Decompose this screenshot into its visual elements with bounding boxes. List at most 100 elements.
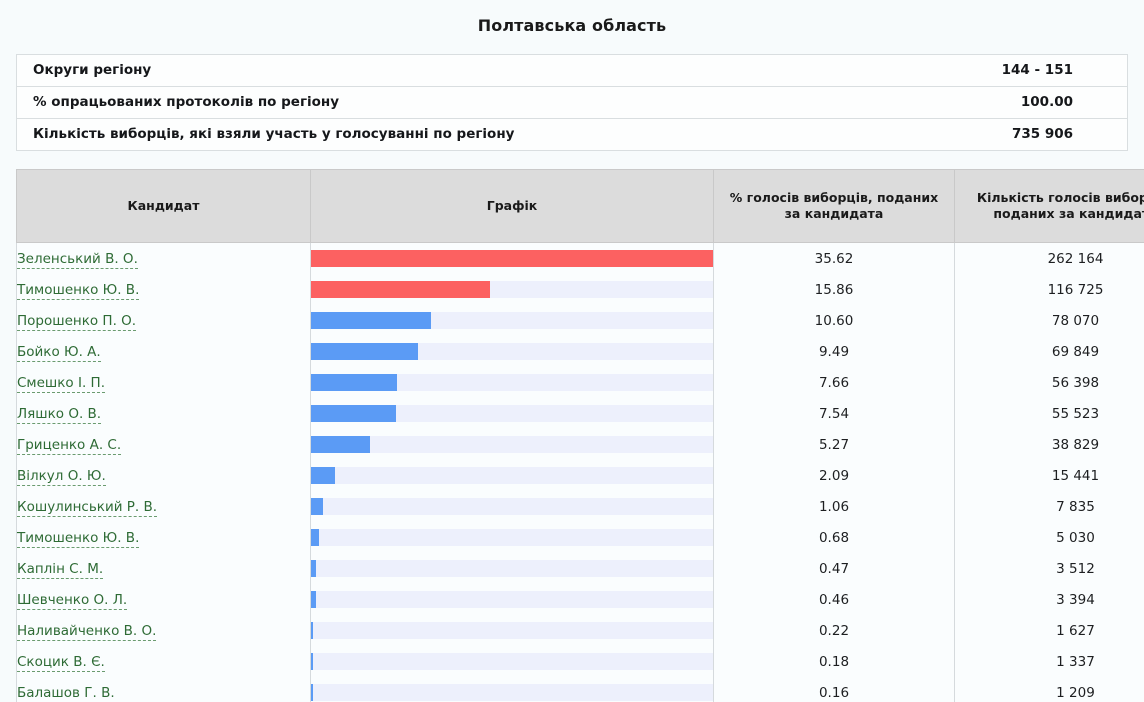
bar-track — [311, 529, 713, 546]
percent-cell: 1.06 — [713, 491, 955, 522]
candidate-cell: Зеленський В. О. — [16, 242, 311, 274]
bar-track — [311, 374, 713, 391]
bar-track — [311, 312, 713, 329]
bar-fill — [311, 467, 335, 484]
summary-row-label: Кількість виборців, які взяли участь у г… — [16, 118, 797, 151]
bar-fill — [311, 281, 490, 298]
percent-cell: 7.54 — [713, 398, 955, 429]
candidate-link[interactable]: Каплін С. М. — [17, 561, 104, 579]
chart-cell — [310, 646, 714, 677]
bar-fill — [311, 436, 371, 453]
summary-row: Кількість виборців, які взяли участь у г… — [16, 118, 1128, 151]
percent-cell: 0.46 — [713, 584, 955, 615]
chart-cell — [310, 274, 714, 305]
candidate-cell: Скоцик В. Є. — [16, 646, 311, 677]
votes-cell: 15 441 — [954, 460, 1144, 491]
candidate-cell: Балашов Г. В. — [16, 677, 311, 702]
percent-cell: 0.18 — [713, 646, 955, 677]
chart-cell — [310, 491, 714, 522]
bar-track — [311, 653, 713, 670]
percent-cell: 9.49 — [713, 336, 955, 367]
bar-fill — [311, 343, 419, 360]
bar-track — [311, 684, 713, 701]
summary-row-value: 100.00 — [797, 86, 1128, 119]
bar-track — [311, 405, 713, 422]
votes-cell: 5 030 — [954, 522, 1144, 553]
votes-cell: 78 070 — [954, 305, 1144, 336]
summary-section: Округи регіону 144 - 151% опрацьованих пр… — [16, 54, 1128, 151]
votes-cell: 56 398 — [954, 367, 1144, 398]
votes-cell: 1 627 — [954, 615, 1144, 646]
chart-cell — [310, 584, 714, 615]
candidate-link[interactable]: Скоцик В. Є. — [17, 654, 105, 672]
chart-cell — [310, 367, 714, 398]
candidate-link[interactable]: Тимошенко Ю. В. — [17, 282, 140, 300]
table-row: Шевченко О. Л. 0.46 3 394 — [16, 584, 1144, 615]
bar-track — [311, 281, 713, 298]
candidate-link[interactable]: Тимошенко Ю. В. — [17, 530, 140, 548]
table-row: Тимошенко Ю. В. 15.86 116 725 — [16, 274, 1144, 305]
bar-track — [311, 436, 713, 453]
percent-cell: 0.68 — [713, 522, 955, 553]
column-header-chart: Графік — [310, 169, 714, 243]
candidate-link[interactable]: Гриценко А. С. — [17, 437, 122, 455]
results-table: Кандидат Графік % голосів виборців, пода… — [16, 169, 1144, 702]
percent-cell: 7.66 — [713, 367, 955, 398]
column-header-percent: % голосів виборців, поданих за кандидата — [713, 169, 955, 243]
page-title: Полтавська область — [477, 16, 667, 35]
candidate-cell: Каплін С. М. — [16, 553, 311, 584]
percent-cell: 2.09 — [713, 460, 955, 491]
summary-row-label: % опрацьованих протоколів по регіону — [16, 86, 797, 119]
votes-cell: 38 829 — [954, 429, 1144, 460]
table-row: Ляшко О. В. 7.54 55 523 — [16, 398, 1144, 429]
table-row: Балашов Г. В. 0.16 1 209 — [16, 677, 1144, 702]
bar-fill — [311, 560, 317, 577]
bar-track — [311, 343, 713, 360]
candidate-cell: Гриценко А. С. — [16, 429, 311, 460]
bar-fill — [311, 498, 323, 515]
summary-row-value: 735 906 — [797, 118, 1128, 151]
bar-fill — [311, 591, 317, 608]
results-header-row: Кандидат Графік % голосів виборців, пода… — [16, 169, 1144, 243]
table-row: Наливайченко В. О. 0.22 1 627 — [16, 615, 1144, 646]
votes-cell: 1 209 — [954, 677, 1144, 702]
chart-cell — [310, 429, 714, 460]
bar-fill — [311, 312, 431, 329]
candidate-cell: Вілкул О. Ю. — [16, 460, 311, 491]
bar-track — [311, 560, 713, 577]
candidate-link[interactable]: Бойко Ю. А. — [17, 344, 101, 362]
bar-track — [311, 498, 713, 515]
candidate-link[interactable]: Ляшко О. В. — [17, 406, 102, 424]
table-row: Гриценко А. С. 5.27 38 829 — [16, 429, 1144, 460]
candidate-link[interactable]: Смешко І. П. — [17, 375, 105, 393]
candidate-cell: Тимошенко Ю. В. — [16, 274, 311, 305]
bar-fill — [311, 529, 319, 546]
percent-cell: 15.86 — [713, 274, 955, 305]
summary-row-label: Округи регіону — [16, 54, 797, 87]
candidate-cell: Бойко Ю. А. — [16, 336, 311, 367]
candidate-link[interactable]: Зеленський В. О. — [17, 251, 138, 269]
votes-cell: 1 337 — [954, 646, 1144, 677]
column-header-candidate: Кандидат — [16, 169, 311, 243]
candidate-link[interactable]: Вілкул О. Ю. — [17, 468, 106, 486]
bar-track — [311, 467, 713, 484]
votes-cell: 55 523 — [954, 398, 1144, 429]
percent-cell: 10.60 — [713, 305, 955, 336]
candidate-link[interactable]: Балашов Г. В. — [17, 685, 115, 702]
votes-cell: 262 164 — [954, 242, 1144, 274]
candidate-link[interactable]: Шевченко О. Л. — [17, 592, 128, 610]
table-row: Бойко Ю. А. 9.49 69 849 — [16, 336, 1144, 367]
chart-cell — [310, 305, 714, 336]
candidate-link[interactable]: Кошулинський Р. В. — [17, 499, 158, 517]
candidate-cell: Тимошенко Ю. В. — [16, 522, 311, 553]
chart-cell — [310, 242, 714, 274]
votes-cell: 69 849 — [954, 336, 1144, 367]
candidate-cell: Ляшко О. В. — [16, 398, 311, 429]
candidate-link[interactable]: Порошенко П. О. — [17, 313, 137, 331]
chart-cell — [310, 398, 714, 429]
bar-track — [311, 591, 713, 608]
table-row: Порошенко П. О. 10.60 78 070 — [16, 305, 1144, 336]
candidate-link[interactable]: Наливайченко В. О. — [17, 623, 157, 641]
chart-cell — [310, 677, 714, 702]
